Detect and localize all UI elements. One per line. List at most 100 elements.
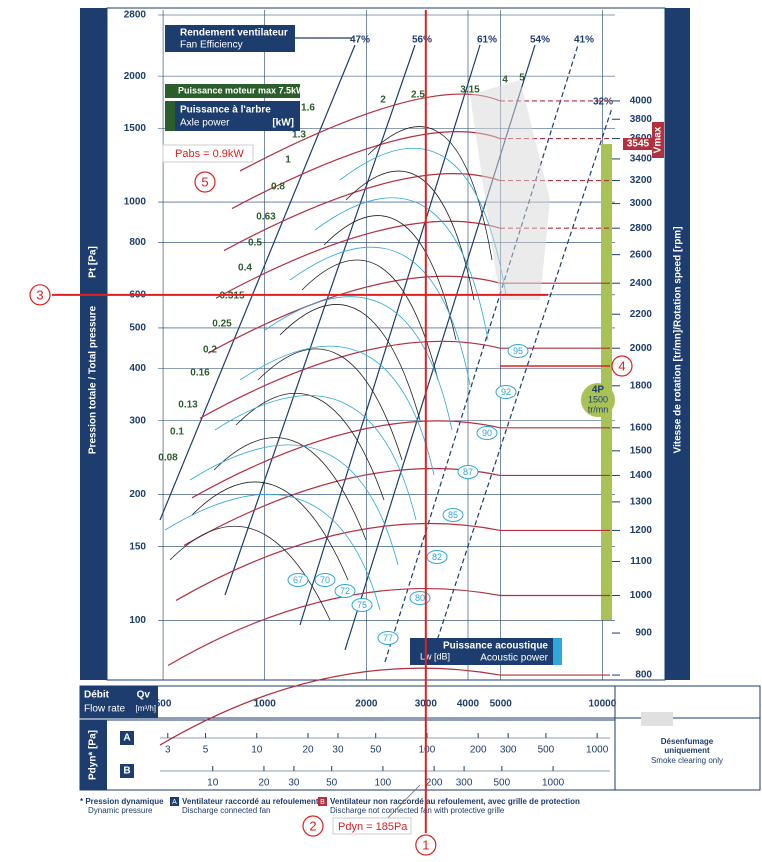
scale-tick-label: 3 <box>165 745 171 756</box>
scale-tick-label: 30 <box>332 745 344 756</box>
marker-number: 3 <box>36 287 43 302</box>
y-tick-label: 2800 <box>124 10 147 21</box>
smoke-zone <box>470 80 550 300</box>
power-box-strip <box>165 101 175 131</box>
noise-label: 90 <box>482 428 492 438</box>
speed-curve <box>159 667 501 746</box>
cyan-curve <box>289 246 471 386</box>
power-curve <box>213 437 367 541</box>
smoke-note: Désenfumage <box>661 737 714 746</box>
noise-unit: Lw [dB] <box>420 651 450 661</box>
efficiency-label: 41% <box>574 35 594 46</box>
noise-badge <box>426 550 448 564</box>
power-unit: [kW] <box>272 118 294 129</box>
scale-tick-label: 300 <box>456 778 473 789</box>
y2-tick-label: 3200 <box>630 175 653 186</box>
marker-circle <box>29 284 51 306</box>
noise-label: 67 <box>293 575 303 585</box>
scale-tick-label: 20 <box>258 778 270 789</box>
noise-label: 70 <box>320 575 330 585</box>
marker-number: 1 <box>422 837 429 852</box>
scale-tick-label: 5 <box>203 745 209 756</box>
x-tick-label: 1000 <box>254 699 277 710</box>
y-tick-label: 1000 <box>124 197 147 208</box>
x-axis-title-en: Flow rate <box>84 704 126 715</box>
noise-label: 82 <box>432 552 442 562</box>
scale-tick-label: 1000 <box>542 778 565 789</box>
motor-unit: tr/mn <box>588 404 609 414</box>
cyan-curve <box>239 345 435 476</box>
power-label: 2 <box>380 95 386 106</box>
marker-number: 4 <box>618 358 625 373</box>
scale-tick-label: 300 <box>500 745 517 756</box>
noise-badge <box>377 631 399 645</box>
y-axis-unit: Pt [Pa] <box>88 246 99 278</box>
motor-band <box>601 144 612 620</box>
power-curve <box>169 525 331 621</box>
scale-tick-label: 10 <box>251 745 263 756</box>
power-label: 0.4 <box>238 263 252 274</box>
power-label: 0.63 <box>256 212 276 223</box>
y-tick-label: 100 <box>129 615 146 626</box>
y2-tick-label: 800 <box>635 670 652 681</box>
power-label: 0.2 <box>203 345 217 356</box>
x-tick-label: 4000 <box>457 699 480 710</box>
x-tick-label: 10000 <box>588 699 616 710</box>
footnote: Discharge connected fan <box>182 806 271 815</box>
noise-badge <box>457 465 479 479</box>
vmax-label-box <box>652 122 664 158</box>
y2-tick-label: 1100 <box>630 556 652 567</box>
y2-tick-label: 2600 <box>630 249 653 260</box>
speed-curve <box>215 220 501 299</box>
power-box <box>165 101 300 131</box>
marker-circle <box>194 171 216 193</box>
scale-tick-label: 500 <box>538 745 555 756</box>
y2-tick-label: 2800 <box>630 223 653 234</box>
scale-tick-label: 200 <box>426 778 443 789</box>
noise-badge <box>507 344 529 358</box>
noise-label: 92 <box>501 387 511 397</box>
noise-label: 87 <box>463 467 473 477</box>
power-label: 1.6 <box>301 103 315 114</box>
y-axis-title: Pression totale / Total pressure <box>88 305 99 454</box>
y2-tick-label: 2200 <box>630 309 653 320</box>
y2-tick-label: 3400 <box>630 154 653 165</box>
efficiency-line <box>159 44 356 521</box>
y2-tick-label: 2000 <box>630 343 653 354</box>
y-tick-label: 800 <box>129 237 146 248</box>
x-axis-unit: [m³/h] <box>136 704 156 713</box>
y-tick-label: 200 <box>129 489 146 500</box>
y-tick-label: 1500 <box>124 123 147 134</box>
efficiency-title: Rendement ventilateur <box>180 28 288 39</box>
scale-name: B <box>123 766 130 777</box>
noise-badge <box>314 573 336 587</box>
y2-tick-label: 1500 <box>630 445 653 456</box>
smoke-swatch <box>641 712 673 726</box>
efficiency-line <box>384 44 579 663</box>
marker-number: 5 <box>201 174 208 189</box>
pdyn-title: Pdyn* [Pa] <box>88 730 99 780</box>
power-label: 2.5 <box>411 90 425 101</box>
efficiency-line <box>429 107 613 663</box>
efficiency-label: 54% <box>530 35 550 46</box>
smoke-box <box>614 685 761 791</box>
speed-curve <box>191 420 501 499</box>
power-label: 0.8 <box>271 182 285 193</box>
foot-badge-label: A <box>172 799 177 806</box>
power-curve <box>279 304 421 421</box>
motor-circle <box>581 383 615 417</box>
motor-poles: 4P <box>592 385 605 396</box>
footnote: Dynamic pressure <box>88 806 153 815</box>
y2-tick-label: 1600 <box>630 422 653 433</box>
noise-label: 75 <box>357 600 367 610</box>
motor-max-box <box>165 84 300 98</box>
y2-tick-label: 1000 <box>630 590 653 601</box>
power-curve <box>323 215 457 341</box>
efficiency-line <box>224 44 416 596</box>
footnote: * Pression dynamique <box>80 797 164 806</box>
cyan-curve <box>189 444 399 566</box>
footnote: Ventilateur non raccordé au refoulement,… <box>330 797 580 806</box>
vmax-label: Vmax <box>653 126 664 153</box>
scale-tick-label: 200 <box>470 745 487 756</box>
